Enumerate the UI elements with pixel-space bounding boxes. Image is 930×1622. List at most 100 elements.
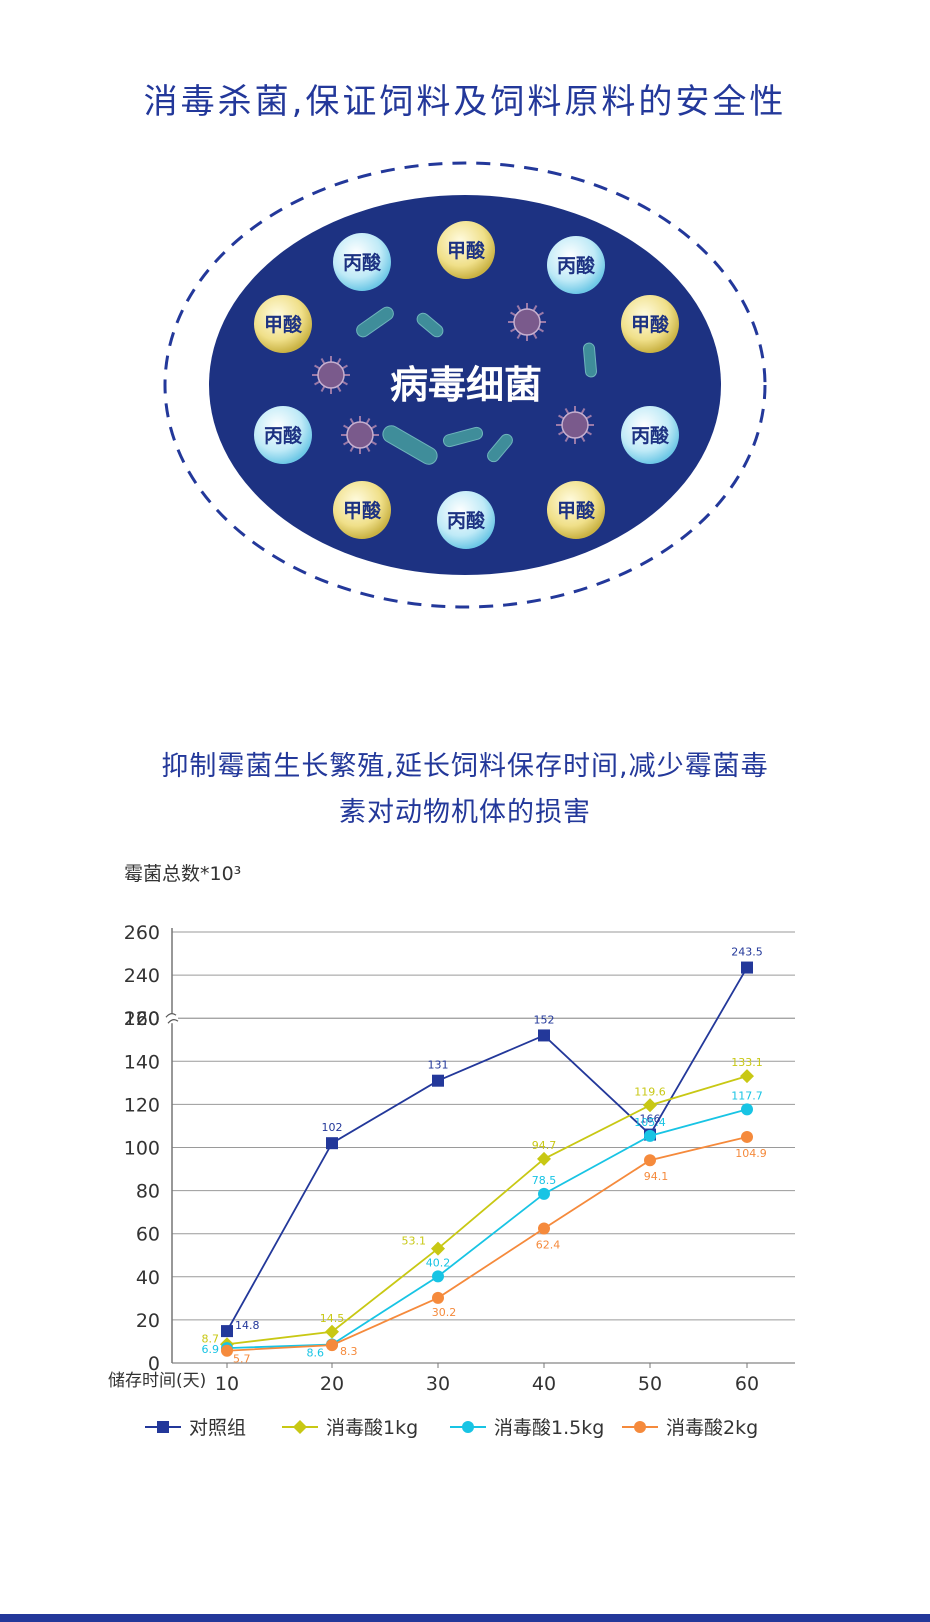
y-tick-label: 260	[124, 922, 160, 944]
x-tick-labels: 10 20 30 40 50 60	[215, 1373, 759, 1395]
virus-icon	[508, 303, 546, 341]
propionic-acid-bubble: 丙酸	[254, 406, 312, 464]
data-label: 133.1	[731, 1056, 763, 1069]
acid-label: 甲酸	[447, 239, 486, 262]
formic-acid-bubble: 甲酸	[254, 295, 312, 353]
data-label: 105.4	[634, 1116, 666, 1129]
acid-label: 甲酸	[631, 313, 670, 336]
data-point-diamond	[537, 1151, 551, 1166]
formic-acid-bubble: 甲酸	[437, 221, 495, 279]
data-label: 131	[428, 1059, 449, 1072]
data-point-diamond	[293, 1420, 307, 1434]
mold-count-line-chart: 霉菌总数*10³ 020406080100120140160220240260 …	[108, 863, 795, 1439]
section-title-mold-line1: 抑制霉菌生长繁殖,延长饲料保存时间,减少霉菌毒	[161, 751, 769, 782]
data-point-circle	[538, 1187, 550, 1200]
data-label: 30.2	[432, 1306, 457, 1319]
acid-label: 丙酸	[343, 251, 382, 274]
data-label: 62.4	[536, 1239, 561, 1252]
series-line	[226, 1075, 748, 1346]
legend-item: 对照组	[145, 1417, 246, 1439]
acid-label: 甲酸	[343, 499, 382, 522]
series-line	[226, 1136, 748, 1352]
data-point-circle	[538, 1222, 550, 1235]
dashed-outer-ellipse	[163, 161, 767, 609]
series-1: 14.8 102 131 152 166 243.5	[221, 946, 763, 1338]
propionic-acid-bubble: 丙酸	[437, 491, 495, 549]
x-tick-label: 40	[532, 1373, 556, 1395]
y-tick-label: 40	[136, 1267, 160, 1289]
propionic-acid-bubble: 丙酸	[547, 236, 605, 294]
y-tick-label: 20	[136, 1310, 160, 1332]
x-tick-label: 30	[426, 1373, 450, 1395]
data-label: 8.7	[202, 1332, 220, 1345]
data-point-circle	[326, 1339, 338, 1352]
data-point-diamond	[740, 1069, 754, 1084]
data-point-square	[326, 1137, 338, 1150]
legend-item: 消毒酸1.5kg	[450, 1417, 604, 1439]
data-point-circle	[221, 1344, 233, 1357]
y-tick-label: 80	[136, 1181, 160, 1203]
data-point-circle	[432, 1270, 444, 1283]
section-title-mold-line2: 素对动物机体的损害	[339, 797, 591, 828]
legend-item: 消毒酸2kg	[622, 1417, 758, 1439]
y-tick-label: 140	[124, 1051, 160, 1073]
data-point-diamond	[643, 1098, 657, 1113]
legend: 对照组 消毒酸1kg 消毒酸1.5kg 消毒酸2kg	[145, 1417, 758, 1439]
data-label: 104.9	[735, 1147, 767, 1160]
axis-break-mark	[165, 1013, 179, 1024]
acid-label: 丙酸	[447, 509, 486, 532]
data-label: 53.1	[402, 1235, 427, 1248]
data-label: 117.7	[731, 1089, 763, 1102]
center-label-virus-bacteria: 病毒细菌	[390, 363, 542, 407]
data-label: 8.3	[340, 1345, 358, 1358]
x-tick-label: 20	[320, 1373, 344, 1395]
data-point-circle	[644, 1129, 656, 1142]
series-line	[226, 967, 748, 1332]
x-axis-label: 储存时间(天)	[108, 1371, 206, 1391]
dark-blue-ellipse	[209, 195, 721, 575]
acid-label: 丙酸	[557, 254, 596, 277]
legend-label: 消毒酸2kg	[666, 1417, 758, 1439]
virus-icon	[341, 416, 379, 454]
y-tick-label: 120	[124, 1094, 160, 1116]
propionic-acid-bubble: 丙酸	[333, 233, 391, 291]
virus-icon	[312, 356, 350, 394]
y-tick-label: 160	[124, 1008, 160, 1030]
x-tick-label: 60	[735, 1373, 759, 1395]
section-title-disinfection: 消毒杀菌,保证饲料及饲料原料的安全性	[143, 82, 787, 122]
data-point-square	[432, 1074, 444, 1087]
y-tick-label: 240	[124, 965, 160, 987]
y-tick-label: 0	[148, 1353, 160, 1375]
data-label: 94.7	[532, 1139, 557, 1152]
legend-label: 消毒酸1kg	[326, 1417, 418, 1439]
y-tick-label: 100	[124, 1138, 160, 1160]
data-label: 78.5	[532, 1174, 557, 1187]
data-point-diamond	[325, 1324, 339, 1339]
acid-label: 丙酸	[264, 424, 303, 447]
data-point-circle	[432, 1291, 444, 1304]
bacteria-rod-icon	[442, 426, 484, 448]
y-tick-label: 220	[124, 1008, 160, 1030]
bacteria-rod-icon	[382, 425, 438, 465]
x-tick-label: 10	[215, 1373, 239, 1395]
series-2: 8.7 14.5 53.1 94.7 119.6 133.1	[202, 1056, 763, 1352]
bacteria-rod-icon	[356, 306, 394, 338]
data-point-circle	[634, 1421, 646, 1433]
data-point-circle	[741, 1130, 753, 1143]
y-axis-label: 霉菌总数*10³	[124, 863, 241, 885]
bacteria-rod-icon	[582, 342, 598, 378]
data-label: 152	[534, 1013, 555, 1026]
legend-label: 对照组	[189, 1417, 246, 1439]
data-label: 94.1	[644, 1170, 669, 1183]
legend-label: 消毒酸1.5kg	[494, 1417, 604, 1439]
series-4: 5.7 8.3 30.2 62.4 94.1 104.9	[221, 1130, 767, 1366]
data-point-circle	[644, 1154, 656, 1167]
y-tick-label: 60	[136, 1224, 160, 1246]
axis-break-gap	[166, 1013, 178, 1024]
data-point-circle	[462, 1421, 474, 1433]
acid-label: 甲酸	[557, 499, 596, 522]
data-point-square	[157, 1421, 169, 1433]
acid-label: 丙酸	[631, 424, 670, 447]
acid-label: 甲酸	[264, 313, 303, 336]
